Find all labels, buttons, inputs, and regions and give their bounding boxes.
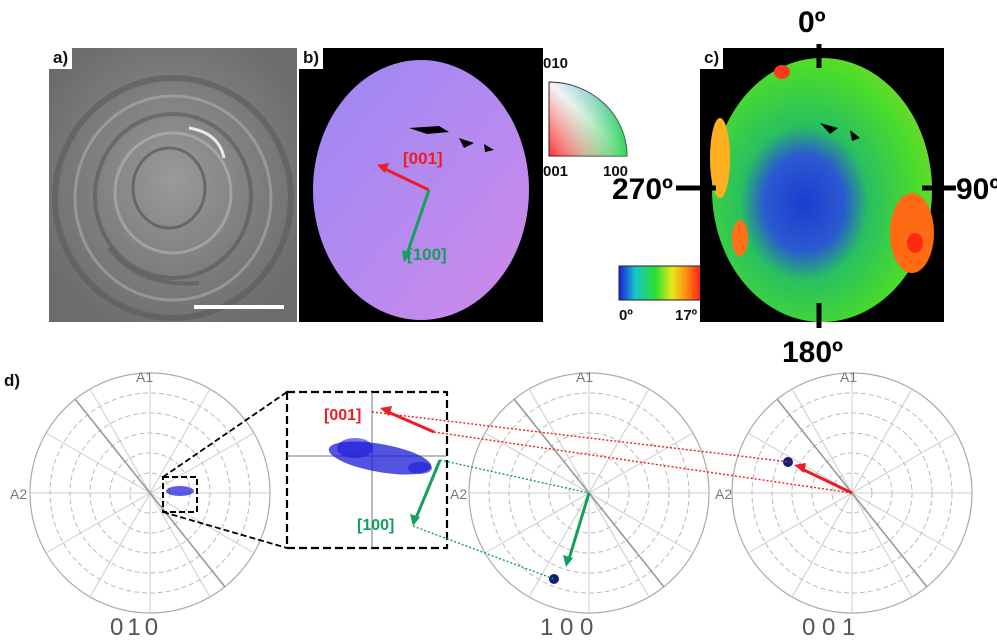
ipf-label-100: [100]: [407, 245, 447, 264]
angle-compass: 0º 90º 180º 270º: [612, 6, 997, 369]
misorientation-color-scale: 0º 17º: [615, 264, 705, 324]
pf2-name: 1 0 0: [540, 614, 593, 641]
ipf-arrow-001: [377, 163, 430, 192]
ipf-label-001: [001]: [403, 149, 443, 168]
panel-label-d: d): [4, 371, 21, 390]
inset-label-100: [100]: [357, 517, 394, 534]
pf2-axis-a2: A2: [450, 486, 467, 502]
inset-label-001: [001]: [324, 407, 361, 424]
angle-270: 270º: [612, 173, 673, 206]
panel-label-c: c): [700, 48, 724, 69]
ipf-key-001: 001: [543, 163, 568, 180]
angle-180: 180º: [782, 336, 843, 369]
sem-micrograph: [49, 48, 297, 322]
pf1-axis-a1: A1: [136, 369, 153, 385]
ipf-key-010: 010: [543, 55, 568, 72]
panel-c-misorientation-map: c): [700, 48, 944, 322]
pf3-axis-a2: A2: [715, 486, 732, 502]
pole-figure-100: [468, 372, 710, 614]
panel-b-ipf-map: [001] [100] b): [299, 48, 543, 322]
pf3-name: 0 0 1: [802, 614, 855, 641]
zoom-inset: [001] [100]: [285, 390, 449, 550]
scale-max-label: 17º: [675, 307, 698, 324]
zoom-source-box: [162, 476, 198, 513]
panel-a-sem-image: a): [49, 48, 297, 322]
scale-min-label: 0º: [619, 307, 633, 324]
pf1-axis-a2: A2: [10, 486, 27, 502]
ipf-arrow-100: [402, 189, 431, 262]
panel-label-b: b): [299, 48, 324, 69]
pf1-name: 010: [110, 614, 162, 641]
misorientation-map: [710, 58, 934, 322]
pf3-axis-a1: A1: [840, 369, 857, 385]
ipf-orientation-map: [001] [100]: [313, 60, 529, 320]
ipf-color-key: 010 001 100: [541, 50, 641, 185]
scale-bar: [194, 305, 284, 309]
pole-figure-010: [29, 372, 271, 614]
panel-label-a: a): [49, 48, 73, 69]
angle-90: 90º: [956, 173, 997, 206]
pf2-axis-a1: A1: [576, 369, 593, 385]
pole-figure-001: [731, 372, 973, 614]
ipf-key-100: 100: [603, 163, 628, 180]
panel-d-pole-figures: A1 A2 010 [001] [100] A1 A2 1 0 0 A1 A2 …: [10, 369, 973, 641]
angle-0: 0º: [798, 6, 826, 39]
